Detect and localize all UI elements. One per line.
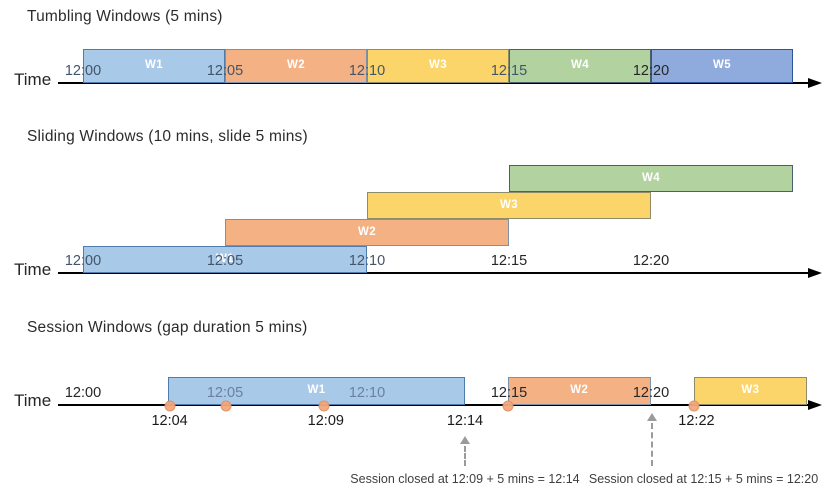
window-box-w4: W4	[509, 165, 793, 192]
event-dot	[164, 400, 176, 412]
event-time-label: 12:09	[307, 413, 344, 429]
axis-tick-label: 12:15	[490, 253, 528, 269]
window-label: W4	[570, 59, 590, 72]
arrowhead-up-icon	[647, 413, 658, 421]
dashed-stem	[651, 423, 654, 466]
session-closed-note: Session closed at 12:15 + 5 mins = 12:20	[588, 472, 819, 486]
window-box-w4: W4	[509, 49, 651, 83]
window-box-w2: W2	[225, 49, 367, 83]
time-axis-line	[58, 82, 810, 84]
session-closed-arrow-icon	[459, 436, 470, 466]
time-axis-label: Time	[14, 70, 52, 89]
window-box-w3: W3	[367, 192, 651, 219]
time-axis-arrowhead-icon	[808, 400, 822, 410]
window-label: W3	[741, 384, 760, 397]
section-title-sliding: Sliding Windows (10 mins, slide 5 mins)	[27, 128, 308, 145]
axis-tick-label: 12:10	[348, 253, 386, 269]
window-label: W1	[307, 384, 326, 397]
axis-tick-label: 12:15	[490, 385, 528, 401]
axis-tick-label: 12:05	[206, 385, 244, 401]
session-closed-arrow-icon	[647, 413, 658, 466]
event-dot	[318, 400, 330, 412]
window-box-w2: W2	[225, 219, 509, 246]
axis-tick-label: 12:05	[206, 63, 244, 79]
event-dot	[502, 400, 514, 412]
axis-tick-label: 12:15	[490, 63, 528, 79]
event-time-label: 12:14	[446, 413, 484, 429]
time-axis-label: Time	[14, 391, 52, 410]
window-label: W3	[499, 198, 519, 211]
event-dot	[688, 400, 700, 412]
window-label: W4	[641, 171, 661, 184]
window-label: W5	[712, 59, 732, 72]
arrowhead-up-icon	[459, 436, 470, 444]
time-axis-arrowhead-icon	[808, 268, 822, 278]
dashed-stem	[463, 446, 466, 466]
axis-tick-label: 12:00	[64, 253, 102, 269]
window-box-w2: W2	[507, 377, 651, 405]
window-label: W1	[144, 59, 164, 72]
window-box-w3: W3	[693, 377, 808, 405]
window-box-w5: W5	[651, 49, 793, 83]
window-box-w1: W1	[168, 377, 465, 405]
window-label: W2	[286, 59, 306, 72]
event-time-label: 12:22	[678, 413, 715, 429]
window-label: W1	[215, 252, 235, 265]
time-axis-label: Time	[14, 260, 52, 279]
axis-tick-label: 12:20	[632, 253, 670, 269]
axis-tick-label: 12:20	[632, 63, 670, 79]
session-closed-note: Session closed at 12:09 + 5 mins = 12:14	[350, 472, 580, 486]
window-label: W2	[570, 384, 589, 397]
event-time-label: 12:04	[151, 413, 188, 429]
axis-tick-label: 12:10	[348, 63, 386, 79]
axis-tick-label: 12:00	[64, 63, 102, 79]
section-title-session: Session Windows (gap duration 5 mins)	[27, 319, 308, 336]
window-box-w3: W3	[367, 49, 509, 83]
axis-tick-label: 12:00	[64, 385, 102, 401]
time-axis-arrowhead-icon	[808, 78, 822, 88]
axis-tick-label: 12:05	[206, 253, 244, 269]
window-label: W3	[428, 59, 448, 72]
event-dot	[220, 400, 232, 412]
window-label: W2	[357, 225, 377, 238]
window-box-w1: W1	[83, 246, 367, 273]
section-title-tumbling: Tumbling Windows (5 mins)	[27, 8, 223, 25]
time-axis-line	[58, 404, 810, 406]
axis-tick-label: 12:20	[632, 385, 670, 401]
window-box-w1: W1	[83, 49, 225, 83]
time-axis-line	[58, 272, 810, 274]
axis-tick-label: 12:10	[348, 385, 386, 401]
